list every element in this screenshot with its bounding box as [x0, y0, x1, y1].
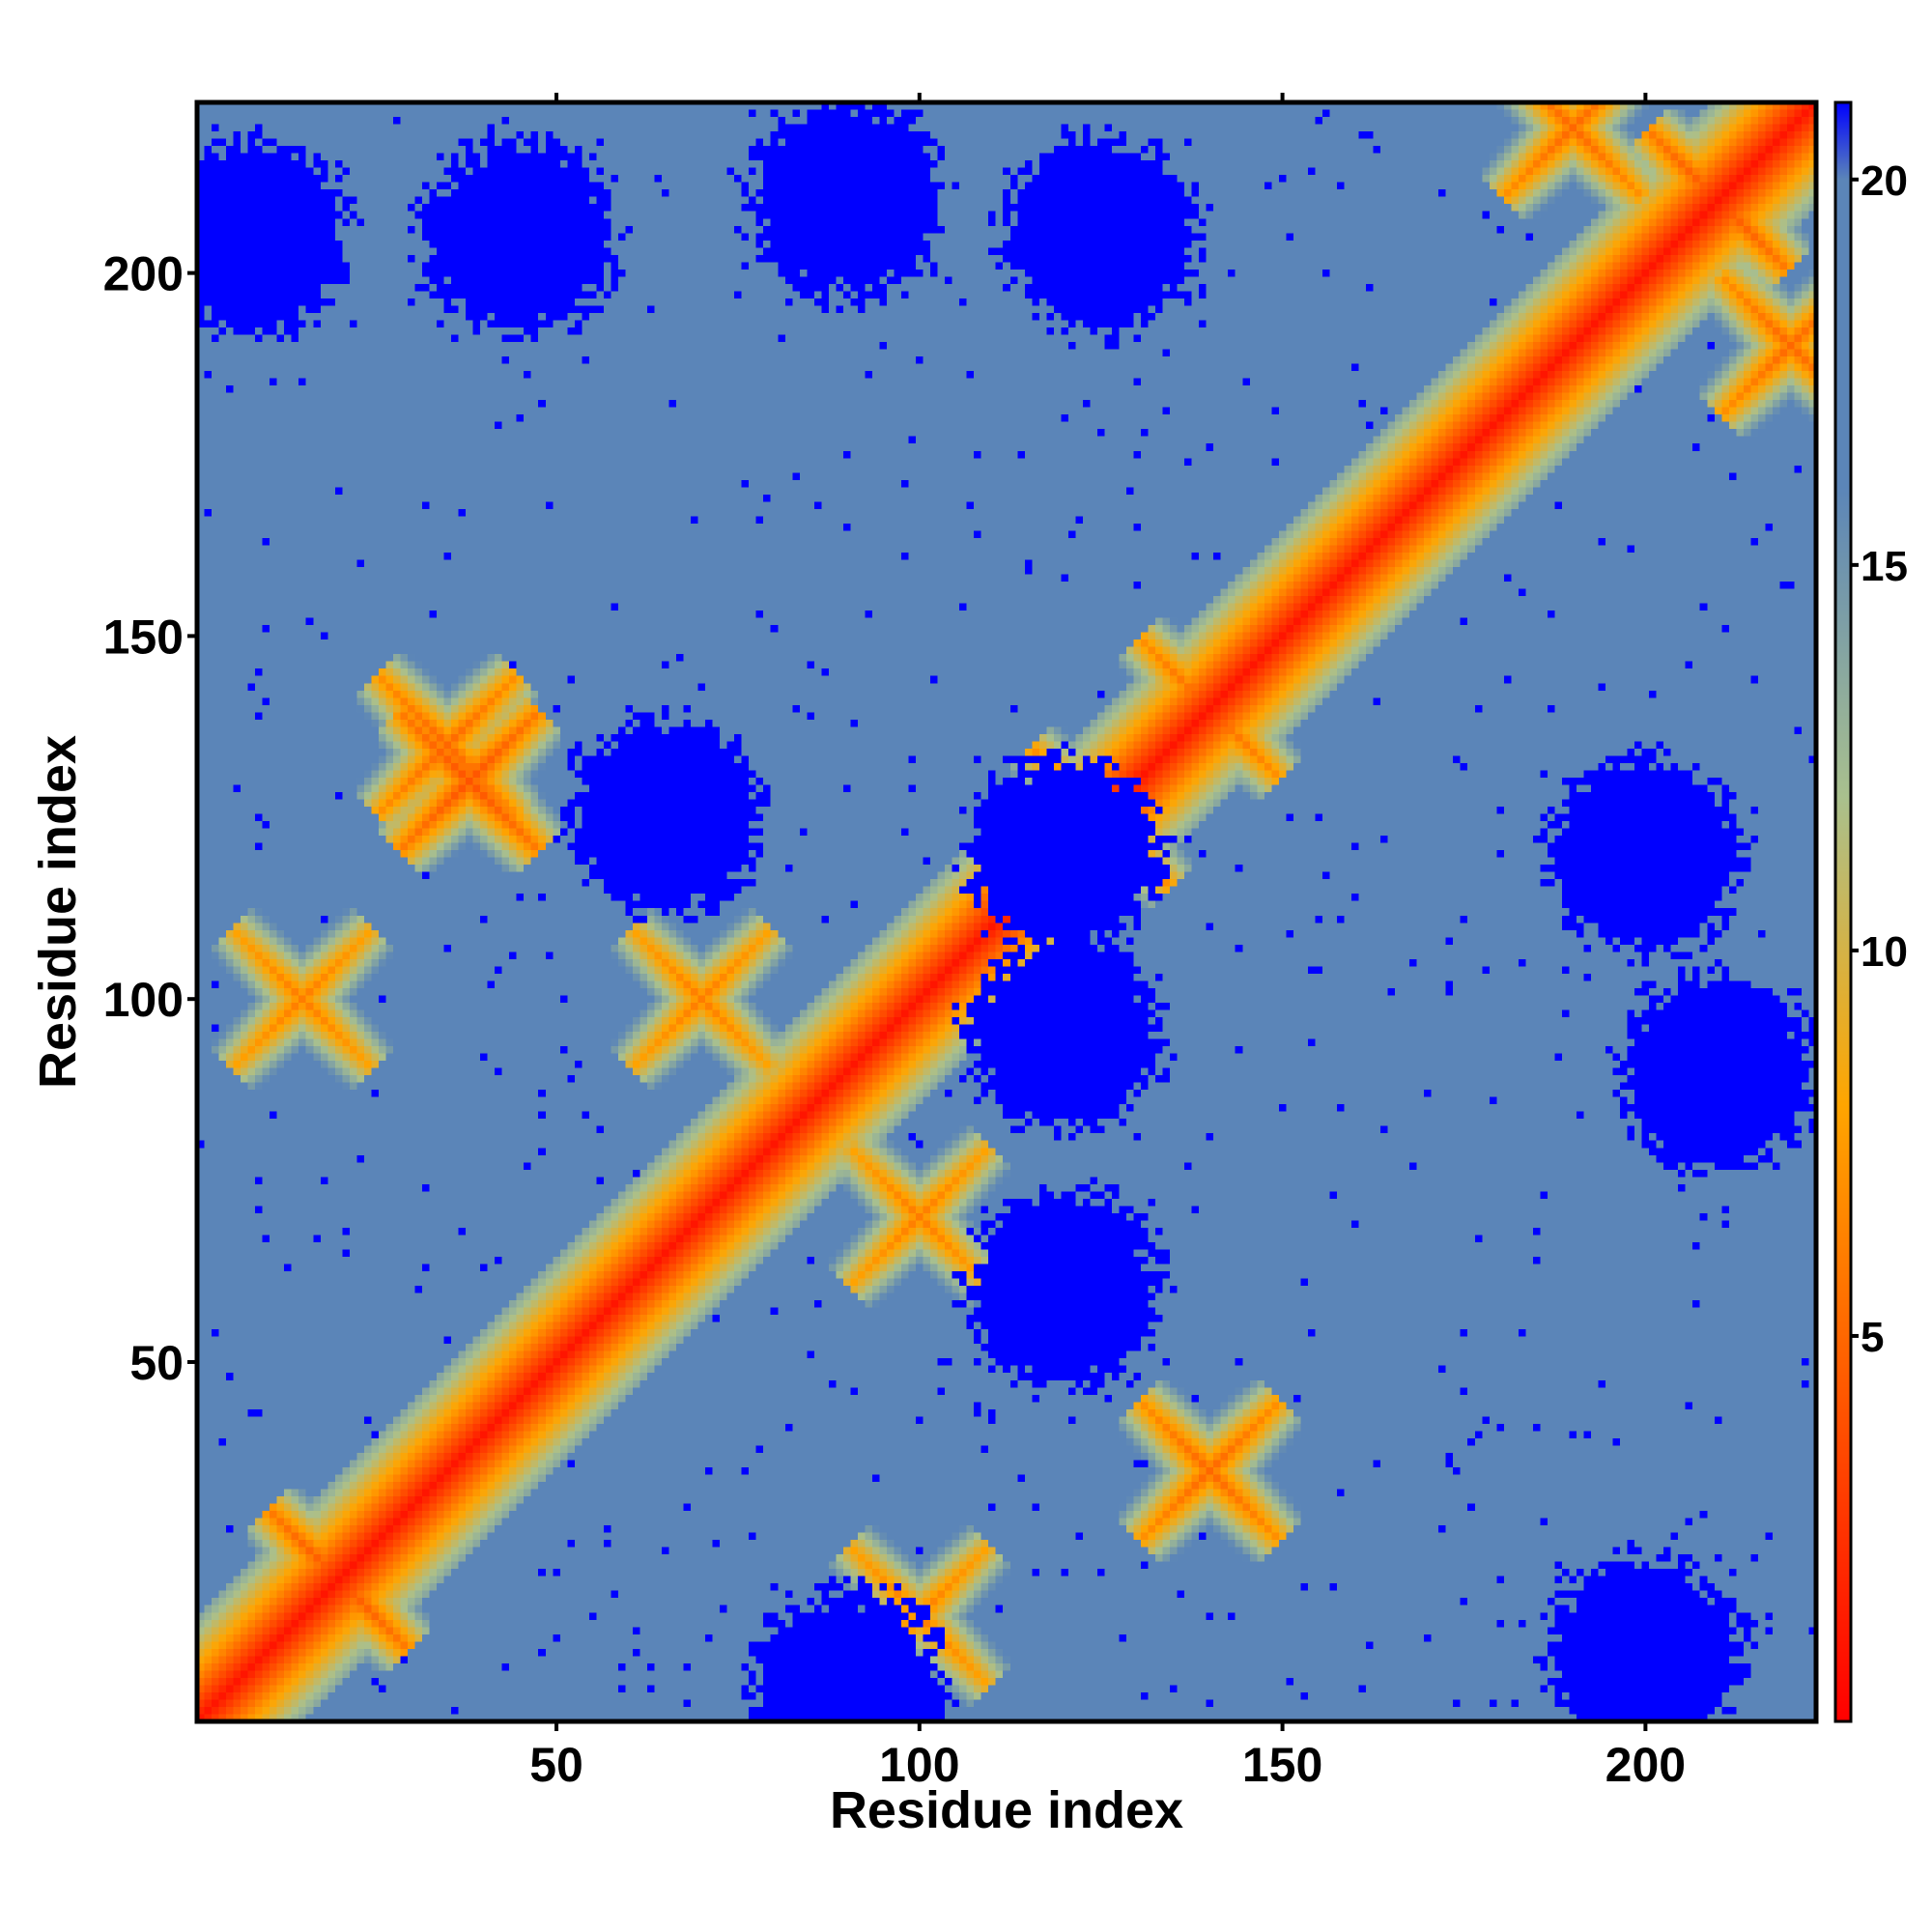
colorbar-tick-label: 5: [1861, 1314, 1884, 1361]
colorbar-tick-label: 20: [1861, 157, 1908, 205]
colorbar-gradient: [1835, 102, 1851, 1721]
top-axis-ticks: [554, 93, 1648, 102]
heatmap-raster-container: [197, 102, 1816, 1721]
colorbar-tick-label: 15: [1861, 543, 1908, 590]
x-tick-label: 150: [1242, 1738, 1322, 1792]
x-tick-label: 50: [529, 1738, 583, 1792]
heatmap: [197, 102, 1816, 1721]
x-tick-label: 200: [1605, 1738, 1686, 1792]
x-tick-label: 100: [879, 1738, 959, 1792]
colorbar-tick-label: 10: [1861, 928, 1908, 976]
y-tick-label: 100: [103, 973, 184, 1027]
x-axis-title: Residue index: [830, 1781, 1183, 1839]
y-axis-ticks: 50 100 150 200: [103, 247, 197, 1390]
plot-frame: [194, 99, 1819, 1724]
colorbar-frame: [1833, 100, 1853, 1723]
y-tick-label: 150: [103, 610, 184, 664]
y-axis-title: Residue index: [29, 735, 87, 1089]
x-axis-ticks: 50 100 150 200: [529, 1721, 1686, 1792]
heatmap-raster: [197, 102, 1816, 1721]
colorbar-ticks: 5 10 15 20: [1851, 157, 1908, 1361]
y-tick-label: 200: [103, 247, 184, 301]
colorbar: 5 10 15 20: [1833, 100, 1908, 1723]
y-tick-label: 50: [129, 1336, 184, 1390]
